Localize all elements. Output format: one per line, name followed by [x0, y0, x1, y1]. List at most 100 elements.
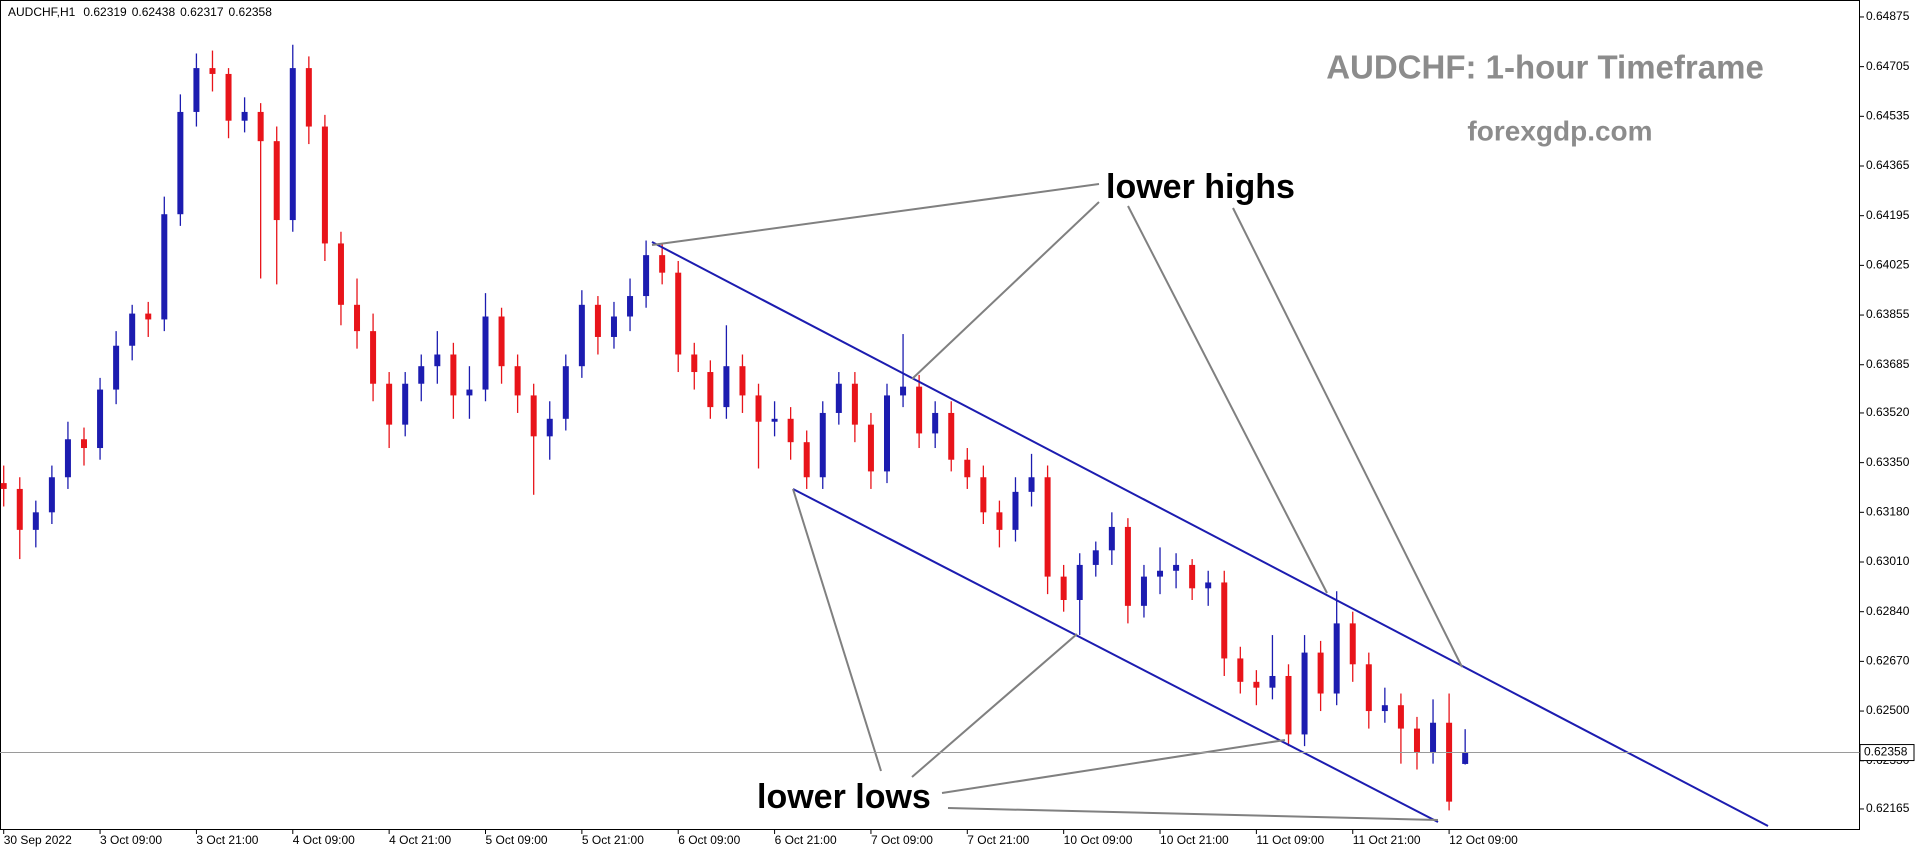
pointer — [947, 807, 1439, 821]
candle-body — [900, 386, 907, 396]
candle-body — [1430, 722, 1437, 752]
candle-body — [32, 512, 39, 530]
candle-body — [81, 439, 87, 449]
candle-body — [1413, 728, 1420, 752]
x-tick-label: 3 Oct 21:00 — [196, 833, 258, 847]
candle-body — [1012, 491, 1019, 530]
candle-body — [1301, 652, 1308, 735]
candle-body — [1028, 477, 1035, 492]
candle-body — [755, 395, 762, 422]
pointer — [911, 201, 1100, 380]
candle-body — [996, 512, 1003, 530]
candle-body — [97, 389, 104, 449]
candle-body — [273, 141, 280, 221]
y-tick-label: 0.64195 — [1866, 208, 1910, 222]
y-tick-label: 0.62500 — [1866, 703, 1910, 717]
low: 0.62317 — [180, 5, 224, 19]
candle-body — [787, 418, 794, 443]
symbol: AUDCHF,H1 — [8, 5, 76, 19]
candle-body — [16, 488, 23, 530]
x-tick-label: 5 Oct 21:00 — [582, 833, 644, 847]
candle-body — [1076, 564, 1083, 600]
candle-body — [948, 412, 955, 460]
price-tag-label: 0.62358 — [1864, 745, 1908, 759]
open: 0.62319 — [83, 5, 127, 19]
candle-body — [482, 316, 489, 390]
y-tick-label: 0.64535 — [1866, 108, 1910, 122]
candle-body — [627, 296, 634, 317]
candle-body — [659, 255, 666, 273]
candle-body — [1108, 526, 1115, 551]
candle-body — [450, 354, 457, 396]
candle-body — [675, 272, 682, 355]
candle-body — [434, 354, 441, 367]
candle-body — [1365, 664, 1372, 712]
candle-body — [370, 331, 377, 384]
x-tick-label: 4 Oct 09:00 — [293, 833, 355, 847]
chart-subtitle: forexgdp.com — [1467, 115, 1652, 146]
candle-body — [257, 111, 264, 142]
pointer — [911, 633, 1078, 778]
candle-body — [1317, 652, 1324, 694]
candle-body — [1157, 570, 1164, 577]
candle-body — [177, 111, 184, 215]
candle-body — [1446, 722, 1453, 802]
candle-body — [1092, 550, 1099, 565]
candle-body — [803, 442, 810, 478]
candle-body — [337, 243, 344, 305]
x-tick-label: 12 Oct 09:00 — [1449, 833, 1518, 847]
candle-body — [1060, 576, 1067, 600]
candle-body — [1044, 477, 1051, 577]
candle-body — [739, 366, 746, 396]
candle-body — [289, 68, 296, 221]
price-tag — [1859, 744, 1915, 762]
pointer — [651, 183, 1100, 246]
candles — [0, 44, 1469, 811]
y-tick-label: 0.63350 — [1866, 455, 1910, 469]
y-tick-label: 0.63010 — [1866, 554, 1910, 568]
candle-body — [1140, 576, 1147, 606]
y-tick-label: 0.64875 — [1866, 9, 1910, 23]
y-tick-label: 0.64705 — [1866, 59, 1910, 73]
candle-body — [354, 304, 361, 332]
pointer — [941, 739, 1286, 794]
x-tick-label: 6 Oct 09:00 — [678, 833, 740, 847]
pointer — [792, 488, 882, 772]
candle-body — [1269, 675, 1276, 688]
candle-body — [964, 459, 971, 478]
x-tick-label: 10 Oct 21:00 — [1160, 833, 1229, 847]
candle-body — [161, 214, 168, 320]
x-tick-label: 3 Oct 09:00 — [100, 833, 162, 847]
candle-body — [1285, 675, 1292, 735]
candle-body — [498, 316, 505, 367]
candle-body — [530, 395, 537, 437]
candle-body — [1237, 658, 1244, 682]
pointer — [1127, 205, 1328, 594]
candle-body — [241, 111, 248, 121]
candle-body — [1221, 582, 1228, 659]
x-tick-label: 6 Oct 21:00 — [775, 833, 837, 847]
candle-body — [562, 366, 569, 419]
candle-body — [1462, 752, 1469, 764]
candle-body — [145, 313, 152, 320]
candle-body — [771, 418, 778, 422]
chart-title: AUDCHF: 1-hour Timeframe — [1326, 49, 1764, 86]
candle-body — [916, 386, 923, 434]
candle-body — [1397, 705, 1404, 729]
candle-body — [225, 73, 232, 121]
candle-body — [0, 483, 7, 489]
candle-body — [610, 316, 617, 337]
candle-body — [819, 412, 826, 478]
y-tick-label: 0.64025 — [1866, 258, 1910, 272]
candle-body — [1189, 564, 1196, 589]
y-tick-label: 0.64365 — [1866, 158, 1910, 172]
candle-body — [386, 383, 393, 425]
high: 0.62438 — [132, 5, 176, 19]
candle-body — [64, 439, 71, 478]
candle-body — [594, 304, 601, 337]
candle-body — [546, 418, 553, 437]
candle-body — [321, 126, 328, 244]
y-tick-label: 0.62165 — [1866, 801, 1910, 815]
